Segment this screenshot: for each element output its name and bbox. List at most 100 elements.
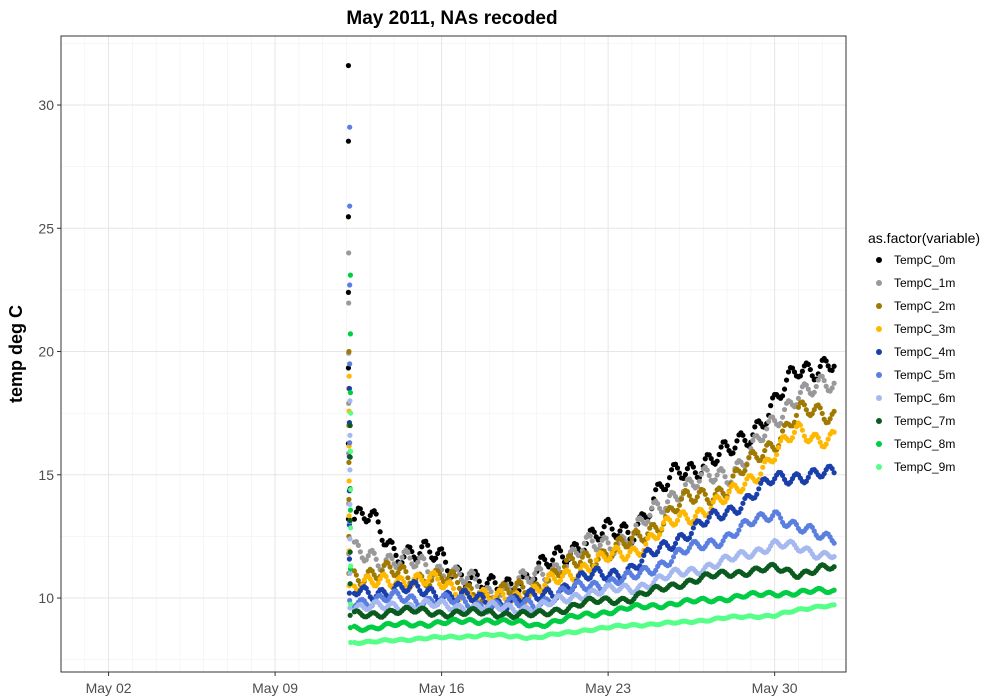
data-point (712, 477, 718, 483)
data-point (484, 592, 490, 598)
data-point (579, 554, 585, 560)
data-point (758, 471, 764, 477)
data-point (795, 404, 802, 410)
data-point (811, 389, 817, 395)
data-point (589, 538, 595, 544)
data-point (803, 382, 809, 388)
data-point (348, 410, 354, 416)
data-point (742, 481, 748, 487)
data-point (593, 557, 599, 563)
data-point (484, 580, 490, 586)
legend-label: TempC_0m (894, 253, 955, 267)
data-point (474, 583, 480, 589)
data-point (567, 572, 574, 578)
data-point (702, 491, 708, 497)
data-point (563, 557, 570, 563)
data-point (377, 529, 383, 535)
data-point (653, 487, 659, 493)
data-point (347, 422, 353, 429)
data-point (781, 406, 788, 413)
data-point (670, 544, 677, 551)
data-point (425, 569, 431, 575)
data-point (346, 459, 352, 466)
data-point (762, 447, 768, 454)
data-point (777, 438, 784, 444)
data-point (347, 549, 353, 555)
data-point (795, 395, 802, 402)
data-point (811, 528, 817, 534)
data-point (676, 470, 683, 476)
data-point (682, 481, 689, 488)
data-point (714, 472, 720, 478)
data-point (724, 443, 730, 449)
data-point (684, 466, 691, 472)
data-point (738, 506, 744, 512)
data-point (831, 363, 837, 369)
data-point (346, 385, 353, 392)
data-point (524, 575, 530, 581)
data-point (664, 499, 671, 505)
x-tick-label: May 16 (419, 680, 465, 696)
data-point (385, 560, 391, 566)
data-point (676, 502, 683, 508)
data-point (768, 403, 774, 409)
data-point (805, 474, 811, 480)
data-point (821, 377, 827, 384)
data-point (661, 519, 667, 526)
data-point (589, 571, 595, 577)
y-tick-label: 25 (38, 220, 54, 236)
y-tick-label: 15 (38, 467, 54, 483)
data-point (791, 429, 798, 435)
data-point (383, 573, 389, 580)
data-point (742, 468, 748, 474)
data-point (413, 563, 419, 569)
data-point (680, 475, 687, 481)
legend-label: TempC_8m (894, 437, 955, 451)
data-point (345, 62, 352, 69)
data-point (760, 453, 766, 460)
legend-key (876, 372, 882, 378)
legend-label: TempC_4m (894, 345, 955, 359)
data-point (490, 574, 496, 580)
data-point (389, 539, 395, 545)
data-point (472, 576, 478, 582)
data-point (502, 582, 508, 588)
data-point (688, 530, 694, 537)
data-point (391, 545, 397, 552)
data-point (518, 579, 524, 586)
data-point (649, 505, 655, 511)
data-point (603, 535, 609, 541)
data-point (346, 373, 352, 379)
data-point (346, 513, 352, 519)
data-point (817, 363, 823, 370)
data-point (619, 537, 625, 543)
data-point (825, 436, 831, 442)
x-tick-label: May 30 (752, 680, 798, 696)
data-point (407, 544, 413, 550)
data-point (399, 554, 405, 560)
y-axis-label: temp deg C (6, 305, 26, 403)
data-point (827, 416, 833, 422)
data-point (433, 571, 439, 578)
data-point (643, 541, 649, 547)
data-point (789, 365, 796, 371)
data-point (347, 612, 353, 618)
x-tick-label: May 09 (252, 680, 298, 696)
legend-key (876, 280, 882, 286)
data-point (831, 564, 837, 570)
data-point (831, 380, 837, 386)
data-point (799, 368, 805, 374)
data-point (694, 494, 700, 500)
data-point (690, 525, 696, 531)
data-point (663, 486, 669, 493)
data-point (726, 489, 732, 495)
data-point (647, 512, 653, 518)
data-point (347, 203, 353, 209)
data-point (448, 581, 455, 587)
data-point (409, 548, 415, 555)
data-point (803, 407, 809, 413)
legend-key (876, 349, 882, 355)
data-point (347, 331, 354, 337)
data-point (688, 479, 694, 485)
data-point (442, 559, 449, 565)
